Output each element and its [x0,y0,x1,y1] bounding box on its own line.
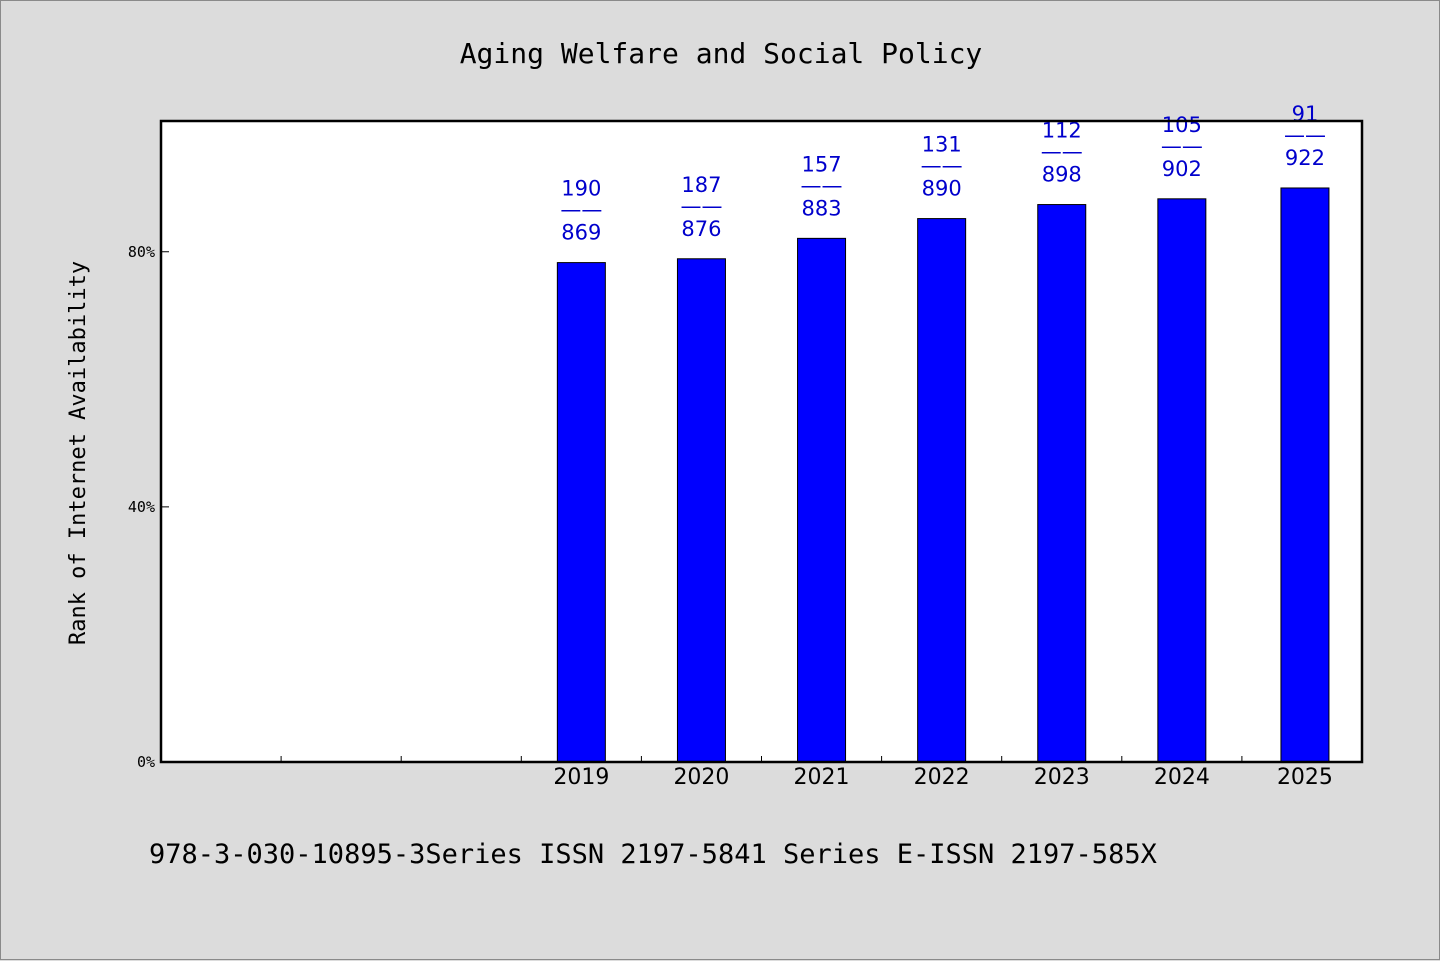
data-label-bottom-2020: 876 [681,217,721,241]
data-label-top-2024: 105 [1162,113,1202,137]
data-label-bottom-2024: 902 [1162,157,1202,181]
data-label-top-2023: 112 [1042,119,1082,143]
bar-2025 [1280,187,1330,763]
plot-border [159,119,1364,764]
data-label-top-2019: 190 [561,177,601,201]
chart-title: Aging Welfare and Social Policy [460,37,983,70]
data-label-bottom-2021: 883 [802,196,842,220]
data-label-separator-2024: —— [1161,134,1203,158]
footer-text: 978-3-030-10895-3Series ISSN 2197-5841 S… [149,839,1157,870]
data-label-top-2021: 157 [802,152,842,176]
data-label-bottom-2025: 922 [1285,146,1325,170]
x-tick-label-2023: 2023 [1034,765,1090,790]
bar-2021 [797,237,847,763]
data-label-separator-2020: —— [680,194,722,218]
data-label-separator-2023: —— [1041,140,1083,164]
x-tick-label-2025: 2025 [1277,765,1333,790]
bars-group [556,187,1330,763]
bar-2023 [1037,204,1087,763]
data-label-separator-2022: —— [921,154,963,178]
data-labels-group: 190——869187——876157——883131——890112——898… [560,102,1326,245]
data-label-bottom-2019: 869 [561,221,601,245]
y-tick-label: 40% [128,498,155,516]
x-tick-label-2022: 2022 [914,765,970,790]
bar-2019 [556,262,606,763]
data-label-bottom-2023: 898 [1042,163,1082,187]
bar-2022 [917,218,967,763]
data-label-separator-2021: —— [801,173,843,197]
data-label-bottom-2022: 890 [922,177,962,201]
y-tick-label: 0% [137,753,155,771]
x-tick-label-2024: 2024 [1154,765,1210,790]
data-label-separator-2019: —— [560,198,602,222]
y-axis-label: Rank of Internet Availability [66,261,91,645]
x-tick-label-2020: 2020 [673,765,729,790]
data-label-top-2022: 131 [922,133,962,157]
bar-2024 [1157,198,1207,763]
ticks-group: 2019 2020 2021 2022 2023 2024 2025 0% 40% 80% [128,243,1333,790]
x-tick-label-2019: 2019 [553,765,609,790]
bar-2020 [676,258,726,763]
y-tick-label: 80% [128,243,155,261]
x-tick-label-2021: 2021 [794,765,850,790]
data-label-top-2020: 187 [681,173,721,197]
data-label-separator-2025: —— [1284,123,1326,147]
